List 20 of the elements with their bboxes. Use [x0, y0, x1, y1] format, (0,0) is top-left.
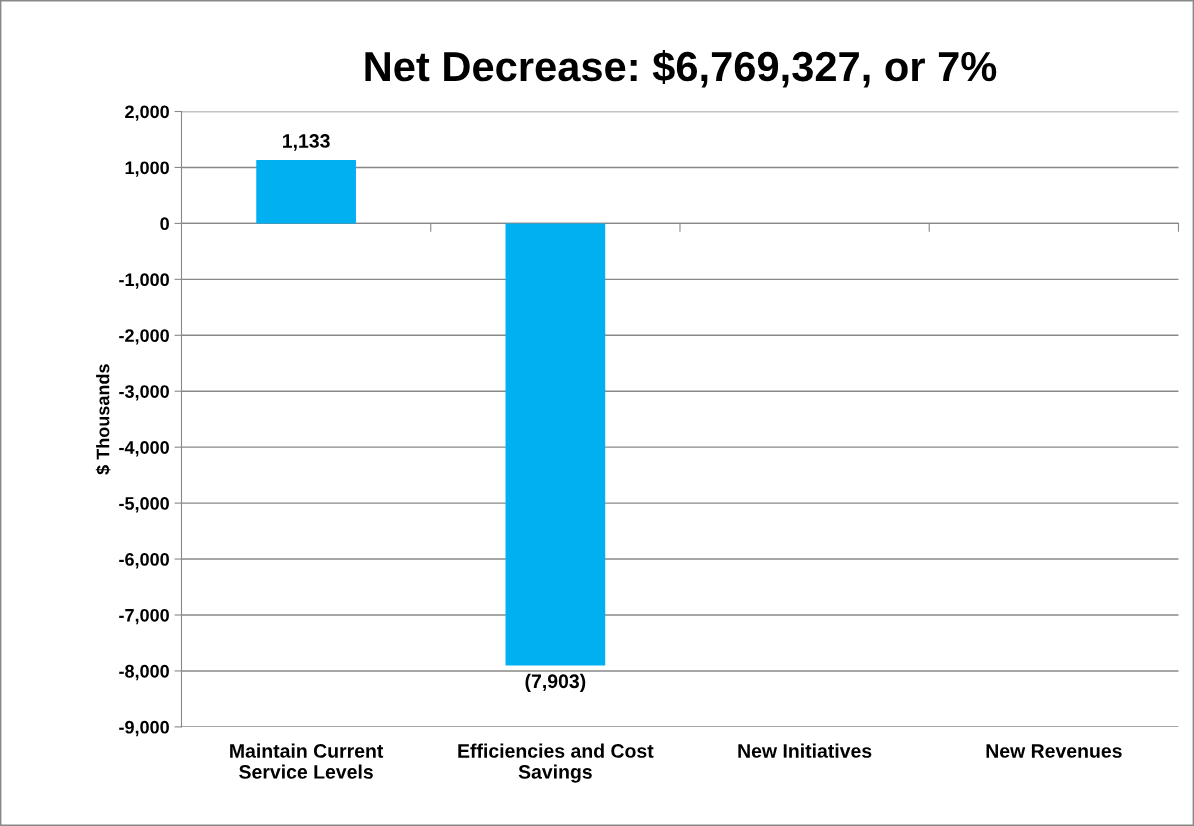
x-tick-label: New Initiatives: [738, 743, 872, 758]
x-tick-label: Efficiencies and Cost Savings: [458, 743, 654, 783]
y-tick-label: -8,000: [119, 664, 169, 681]
data-label: (7,903): [525, 673, 586, 692]
x-tick-label: New Revenues: [986, 744, 1122, 758]
y-tick-label: -4,000: [119, 441, 169, 457]
y-tick-label: -6,000: [119, 552, 169, 569]
y-tick-label: 1,000: [125, 161, 169, 177]
y-tick-label: 2,000: [125, 105, 169, 121]
x-tick-label: Maintain Current Service Levels: [230, 743, 384, 779]
y-tick-label: -5,000: [119, 497, 169, 513]
y-tick-label: -9,000: [119, 720, 169, 737]
y-axis-title: $ Thousands: [95, 364, 111, 475]
y-tick-label: -2,000: [119, 329, 169, 345]
data-label: 1,133: [283, 134, 330, 151]
chart-title: Net Decrease: $6,769,327, or 7%: [365, 50, 997, 88]
y-tick-label: 0: [160, 217, 169, 231]
y-tick-label: -7,000: [119, 608, 169, 625]
y-tick-label: -1,000: [119, 273, 169, 289]
y-tick-label: -3,000: [119, 385, 169, 401]
